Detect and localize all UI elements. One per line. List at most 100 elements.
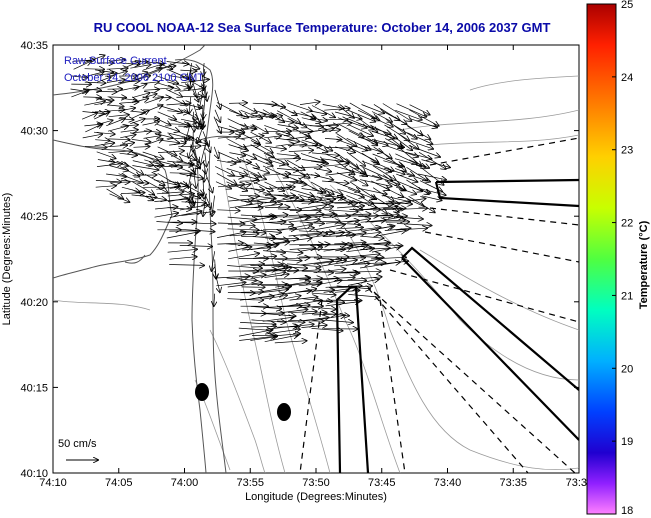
current-vector bbox=[94, 102, 111, 105]
current-vector bbox=[277, 305, 309, 307]
current-vector bbox=[394, 125, 417, 138]
current-vector bbox=[337, 206, 364, 208]
current-vector bbox=[120, 61, 140, 70]
current-vector bbox=[384, 124, 410, 141]
current-vector bbox=[120, 135, 135, 138]
current-vector bbox=[109, 60, 125, 62]
current-vector bbox=[408, 196, 435, 212]
current-vector bbox=[240, 109, 263, 118]
current-vector bbox=[96, 151, 116, 159]
current-vector bbox=[322, 130, 340, 132]
current-vector bbox=[179, 245, 213, 246]
current-vector bbox=[300, 153, 324, 161]
current-vector bbox=[84, 147, 107, 148]
current-vector bbox=[289, 228, 314, 230]
current-vector bbox=[82, 72, 103, 78]
current-vector bbox=[313, 258, 341, 260]
current-vector bbox=[250, 204, 282, 209]
current-vector bbox=[227, 217, 257, 219]
y-axis: 40:35 40:30 40:25 40:20 40:15 40:10 bbox=[20, 40, 579, 480]
current-vector bbox=[241, 136, 263, 139]
current-vector bbox=[240, 322, 275, 324]
current-vector bbox=[349, 243, 390, 245]
current-vector bbox=[373, 261, 409, 266]
current-vector bbox=[181, 79, 209, 84]
current-vector bbox=[250, 116, 277, 118]
current-vector bbox=[240, 292, 263, 293]
current-vector bbox=[301, 139, 317, 145]
current-vector bbox=[394, 199, 426, 204]
current-vector bbox=[358, 123, 390, 134]
current-vector bbox=[406, 173, 430, 182]
current-vector bbox=[324, 138, 342, 139]
current-vector bbox=[311, 328, 343, 330]
current-vector bbox=[348, 294, 379, 297]
current-vector bbox=[107, 126, 128, 132]
current-vector bbox=[419, 180, 442, 192]
current-vector bbox=[335, 245, 367, 252]
current-vector bbox=[132, 93, 149, 98]
current-vector bbox=[347, 279, 379, 286]
current-vector bbox=[203, 62, 204, 76]
current-vector bbox=[169, 257, 197, 260]
current-vector bbox=[418, 152, 446, 169]
current-vector bbox=[301, 117, 321, 123]
current-vector bbox=[395, 153, 416, 164]
current-vector bbox=[94, 112, 109, 120]
current-vector bbox=[96, 77, 111, 83]
current-vector bbox=[167, 81, 189, 88]
current-vector bbox=[215, 181, 231, 189]
current-vector bbox=[288, 320, 323, 321]
current-vector bbox=[239, 159, 259, 168]
current-vector bbox=[276, 251, 302, 253]
current-vector bbox=[397, 133, 419, 149]
current-vector bbox=[361, 104, 384, 114]
current-vector bbox=[370, 160, 394, 171]
current-vector bbox=[299, 102, 320, 105]
current-vector bbox=[238, 145, 260, 148]
current-vector bbox=[181, 202, 207, 203]
colorbar bbox=[586, 3, 617, 515]
current-vector bbox=[228, 199, 253, 202]
current-vector bbox=[261, 295, 287, 300]
current-vector bbox=[142, 151, 164, 159]
current-vector bbox=[262, 317, 294, 322]
current-vector bbox=[156, 123, 179, 131]
current-vector bbox=[263, 258, 287, 259]
current-vector bbox=[277, 110, 300, 123]
current-vector bbox=[325, 221, 359, 224]
current-vector bbox=[193, 168, 196, 188]
survey-lines-dashed bbox=[299, 137, 579, 473]
current-vector bbox=[383, 160, 404, 167]
current-vector bbox=[324, 108, 350, 110]
current-vector bbox=[217, 184, 244, 187]
current-vector bbox=[181, 109, 198, 119]
current-vector bbox=[156, 192, 183, 194]
current-vector bbox=[229, 203, 263, 209]
current-vector bbox=[169, 186, 188, 188]
current-vector bbox=[394, 168, 414, 175]
current-vector bbox=[309, 111, 326, 114]
current-vector bbox=[395, 137, 412, 150]
overlay-text-line1: Raw Surface Current bbox=[64, 55, 167, 67]
current-vector bbox=[360, 248, 390, 249]
current-vector bbox=[361, 160, 391, 172]
current-vector bbox=[216, 276, 249, 278]
colorbar-tick-label: 19 bbox=[621, 436, 633, 448]
current-vector bbox=[373, 231, 406, 237]
current-vector bbox=[145, 139, 162, 146]
current-vector bbox=[385, 145, 418, 157]
current-vector bbox=[227, 175, 243, 177]
current-vector bbox=[312, 187, 331, 196]
current-vector bbox=[383, 195, 410, 202]
current-vector bbox=[238, 330, 273, 337]
x-tick-label: 73:50 bbox=[302, 477, 330, 489]
current-vector bbox=[107, 110, 124, 112]
current-vector bbox=[299, 247, 322, 252]
current-vector bbox=[95, 140, 109, 141]
current-vector bbox=[313, 260, 346, 265]
current-vector bbox=[288, 175, 304, 177]
current-vector bbox=[214, 89, 221, 109]
current-vector bbox=[216, 172, 237, 184]
current-vector bbox=[181, 137, 208, 145]
